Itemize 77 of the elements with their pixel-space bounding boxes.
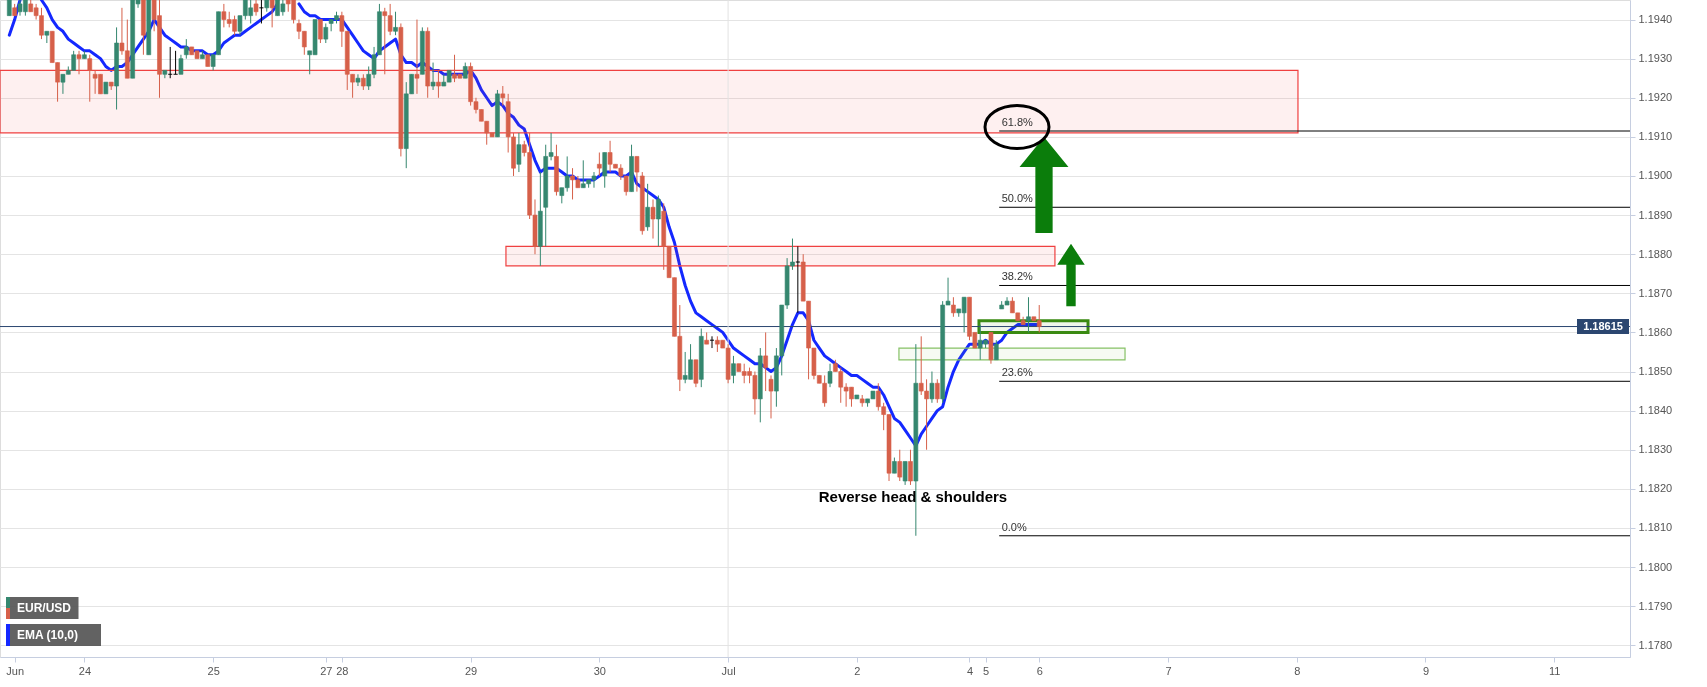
x-tick-label: 25 [207,664,220,677]
candlestick [318,19,323,44]
annotation: 0.0% [1001,520,1027,533]
x-tick-label: 5 [983,664,990,677]
candlestick [763,331,768,392]
annotation: 61.8% [1001,116,1034,129]
candlestick [516,132,522,173]
x-tick-label: 6 [1036,664,1043,677]
x-tick-label: 2 [854,664,861,677]
candlestick [908,449,913,486]
y-tick-label: 1.1940 [1638,13,1673,26]
candlestick [693,359,699,388]
y-tick-label: 1.1900 [1638,169,1673,182]
x-tick-label: Jun [6,664,25,677]
candlestick [951,296,956,318]
candlestick [355,73,361,87]
annotation: 38.2% [1001,270,1034,283]
y-tick-label: 1.1850 [1638,365,1673,378]
x-tick-label: 27 [320,664,333,677]
x-tick-label: 7 [1165,664,1172,677]
ref-line-label: 1.18615 [1583,319,1623,332]
candlestick [634,155,640,193]
candlestick [1026,296,1031,333]
y-tick-label: 1.1930 [1638,52,1673,65]
y-tick-label: 1.1780 [1638,638,1673,651]
candlestick [602,152,608,189]
y-tick-label: 1.1890 [1638,208,1673,221]
y-tick-label: 1.1920 [1638,91,1673,104]
y-tick-label: 1.1870 [1638,286,1673,299]
x-tick-label: 11 [1548,664,1561,677]
candlestick [87,54,93,103]
y-tick-label: 1.1790 [1638,599,1673,612]
candlestick [430,62,436,91]
x-tick-label: 9 [1422,664,1430,677]
candlestick [414,19,420,95]
x-tick-label: Jul [721,664,736,677]
annotation: 23.6% [1001,366,1034,379]
candlestick [645,183,650,232]
candlestick [269,0,275,28]
candlestick [323,22,329,44]
candlestick [436,69,441,99]
x-tick-label: 8 [1294,664,1301,677]
y-tick-label: 1.1860 [1638,325,1673,338]
candlestick [597,152,602,177]
candlestick [827,363,833,388]
candlestick [393,11,398,36]
y-tick-label: 1.1810 [1638,521,1673,534]
x-tick-label: 30 [593,664,606,677]
y-tick-label: 1.1830 [1638,443,1673,456]
candlestick [994,339,999,361]
candlestick [897,449,903,482]
candlestick [902,460,908,486]
x-tick-label: 29 [464,664,478,677]
candlestick [184,38,189,60]
y-tick-label: 1.1880 [1638,247,1673,260]
annotation: 50.0% [1001,192,1034,205]
candlestick [795,245,801,314]
x-tick-label: 28 [336,664,349,677]
y-tick-label: 1.1820 [1638,482,1673,495]
candlestick [935,378,940,404]
y-tick-label: 1.1910 [1638,130,1673,143]
y-tick-label: 1.1840 [1638,404,1673,417]
candlestick [178,54,184,75]
annotation: Reverse head & shoulders [818,487,1008,505]
legend-label: EMA (10,0) [17,628,78,642]
candlestick [500,85,506,107]
candlestick [731,355,736,384]
candlestick [656,195,661,247]
candlestick [253,0,259,17]
x-tick-label: 4 [966,664,974,677]
candlestick [929,371,935,404]
legend-label: EUR/USD [17,601,72,615]
candlestick [650,198,656,240]
candlestick [768,374,774,419]
candlestick [76,50,82,75]
y-tick-label: 1.1800 [1638,560,1673,573]
x-tick-label: 24 [78,664,92,677]
